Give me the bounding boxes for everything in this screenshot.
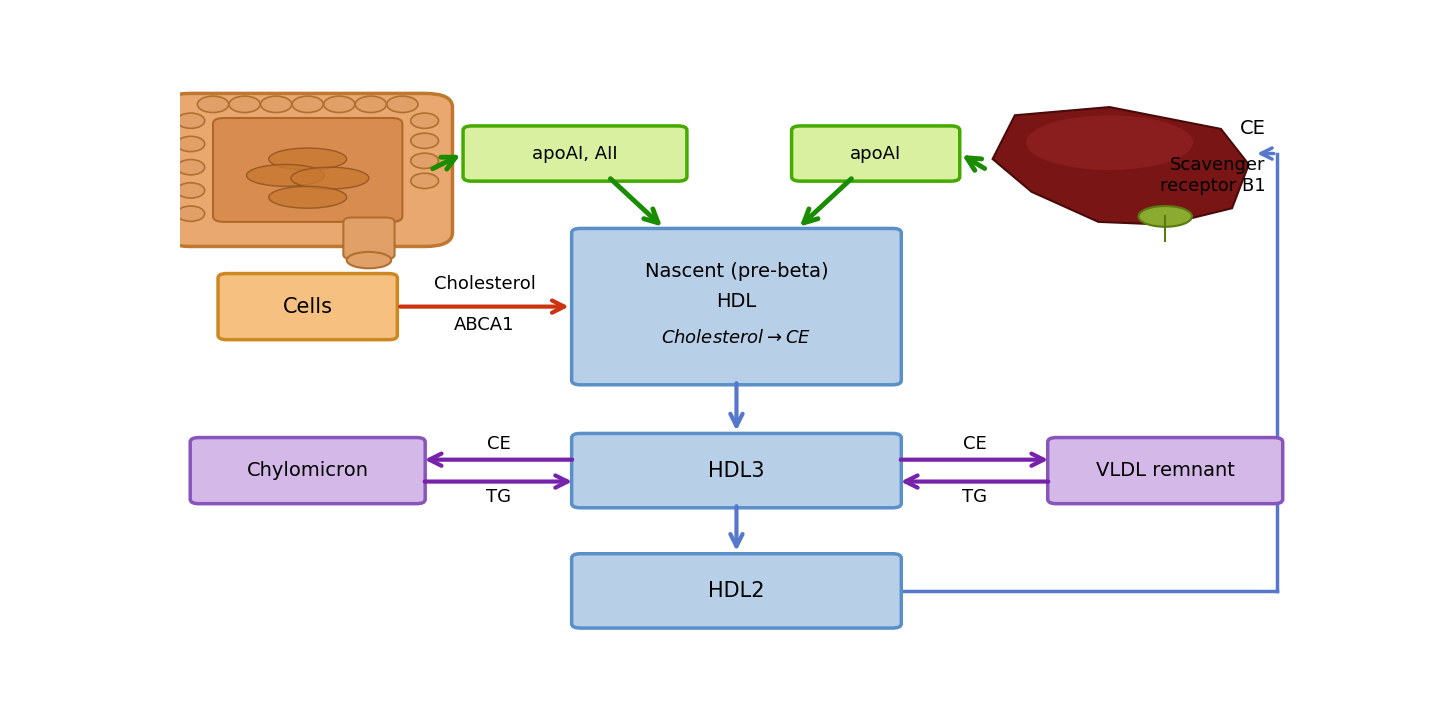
Ellipse shape [292, 96, 323, 113]
Ellipse shape [197, 96, 228, 113]
Text: HDL2: HDL2 [708, 581, 764, 601]
Ellipse shape [411, 153, 438, 168]
Ellipse shape [177, 136, 204, 152]
FancyBboxPatch shape [343, 217, 395, 259]
Text: Cells: Cells [283, 297, 333, 317]
FancyBboxPatch shape [190, 437, 425, 503]
Ellipse shape [411, 173, 438, 189]
Text: apoAI: apoAI [851, 145, 901, 163]
Ellipse shape [411, 133, 438, 148]
Ellipse shape [323, 96, 355, 113]
Polygon shape [993, 107, 1249, 224]
Ellipse shape [269, 148, 346, 170]
Ellipse shape [387, 96, 418, 113]
Ellipse shape [177, 206, 204, 222]
Text: HDL: HDL [716, 292, 757, 311]
FancyBboxPatch shape [213, 118, 402, 222]
Text: CE: CE [1240, 119, 1266, 138]
Text: Nascent (pre-beta): Nascent (pre-beta) [645, 261, 828, 280]
FancyBboxPatch shape [572, 554, 901, 628]
Ellipse shape [355, 96, 387, 113]
Text: Chylomicron: Chylomicron [247, 461, 369, 480]
Text: Scavenger
receptor B1: Scavenger receptor B1 [1160, 156, 1266, 195]
Ellipse shape [411, 113, 438, 129]
Text: apoAI, AII: apoAI, AII [532, 145, 618, 163]
Ellipse shape [346, 252, 391, 268]
FancyBboxPatch shape [162, 94, 453, 246]
FancyBboxPatch shape [572, 433, 901, 508]
Text: $\mathit{Cholesterol \rightarrow CE}$: $\mathit{Cholesterol \rightarrow CE}$ [661, 329, 812, 347]
Text: HDL3: HDL3 [708, 461, 764, 481]
Text: TG: TG [486, 488, 512, 506]
Ellipse shape [290, 168, 369, 189]
Text: CE: CE [963, 435, 986, 453]
FancyBboxPatch shape [1048, 437, 1283, 503]
Text: VLDL remnant: VLDL remnant [1096, 461, 1234, 480]
Ellipse shape [260, 96, 292, 113]
Ellipse shape [1026, 115, 1193, 170]
Ellipse shape [177, 160, 204, 175]
Text: ABCA1: ABCA1 [454, 317, 514, 334]
Ellipse shape [228, 96, 260, 113]
Ellipse shape [247, 165, 325, 186]
Text: CE: CE [487, 435, 510, 453]
Ellipse shape [1138, 206, 1191, 226]
FancyBboxPatch shape [463, 126, 687, 181]
Ellipse shape [177, 113, 204, 129]
FancyBboxPatch shape [218, 273, 398, 339]
FancyBboxPatch shape [572, 229, 901, 385]
Text: TG: TG [961, 488, 987, 506]
Ellipse shape [177, 182, 204, 198]
FancyBboxPatch shape [792, 126, 960, 181]
Text: Cholesterol: Cholesterol [434, 275, 536, 293]
Ellipse shape [269, 186, 346, 208]
